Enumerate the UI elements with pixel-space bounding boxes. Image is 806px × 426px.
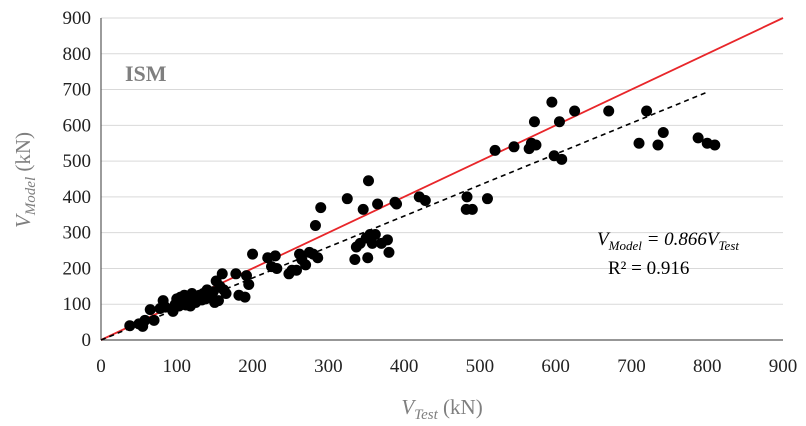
data-point-75 [391,198,403,210]
x-tick-label-100: 100 [163,356,192,377]
data-point-72 [381,234,393,246]
data-point-73 [383,246,395,258]
data-point-88 [546,96,558,108]
r-squared-label: R² = 0.916 [608,258,689,279]
data-point-100 [709,139,721,151]
data-point-57 [312,252,324,264]
data-point-56 [309,220,321,232]
data-point-86 [528,116,540,128]
y-tick-label-200: 200 [63,258,92,279]
data-point-82 [489,144,501,156]
data-point-42 [243,279,255,291]
gridlines [101,17,783,305]
data-point-46 [269,250,281,262]
data-point-65 [362,252,374,264]
data-point-4 [144,304,156,316]
data-point-40 [239,291,251,303]
x-tick-label-200: 200 [238,356,267,377]
x-tick-label-600: 600 [541,356,570,377]
data-point-50 [291,264,303,276]
data-point-81 [481,193,493,205]
x-axis-title: VTest (kN) [401,395,482,423]
y-tick-label-400: 400 [63,187,92,208]
x-tick-label-400: 400 [390,356,419,377]
data-points [124,96,721,332]
inset-label: ISM [125,61,167,86]
x-tick-label-800: 800 [693,356,722,377]
x-tick-label-700: 700 [617,356,646,377]
data-point-95 [641,105,653,117]
y-tick-label-500: 500 [63,151,92,172]
y-tick-label-800: 800 [63,44,92,65]
data-point-91 [556,153,568,165]
data-point-90 [553,116,565,128]
data-point-77 [419,194,431,206]
y-axis-title: VModel (kN) [11,132,39,228]
data-point-97 [657,126,669,138]
data-point-66 [362,175,374,187]
data-point-33 [212,295,224,307]
y-tick-label-700: 700 [63,80,92,101]
x-tick-label-500: 500 [466,356,495,377]
data-point-41 [240,270,252,282]
data-point-37 [220,287,232,299]
data-point-58 [315,202,327,214]
tick-labels: 0 100 200 300 400 500 600 700 800 900 0 100 200 300 40… [63,8,798,377]
data-point-69 [369,228,381,240]
y-tick-label-900: 900 [63,8,92,29]
y-tick-label-0: 0 [82,330,92,351]
y-tick-label-100: 100 [63,294,92,315]
data-point-98 [692,132,704,144]
x-tick-label-900: 900 [769,356,798,377]
regression-equation: VModel = 0.866VTest [597,229,739,253]
data-point-92 [569,105,581,117]
data-point-60 [349,254,361,265]
data-point-68 [366,237,378,249]
data-point-87 [530,139,542,151]
data-point-93 [603,105,615,117]
y-tick-label-600: 600 [63,115,92,136]
data-point-70 [372,198,384,210]
data-point-94 [633,137,645,149]
data-point-38 [230,268,242,280]
axes [100,18,783,341]
y-tick-label-300: 300 [63,223,92,244]
data-point-96 [652,139,664,151]
data-point-80 [466,203,478,215]
data-point-35 [216,268,228,280]
data-point-59 [341,193,353,205]
data-point-3 [139,314,151,326]
data-point-79 [461,191,473,203]
data-point-63 [357,203,369,215]
data-point-43 [247,248,259,260]
data-point-47 [271,262,283,274]
x-tick-label-300: 300 [314,356,343,377]
data-point-5 [148,314,160,326]
data-point-83 [508,141,520,153]
data-point-53 [300,259,312,271]
x-tick-label-0: 0 [96,356,106,377]
data-point-0 [124,320,136,332]
